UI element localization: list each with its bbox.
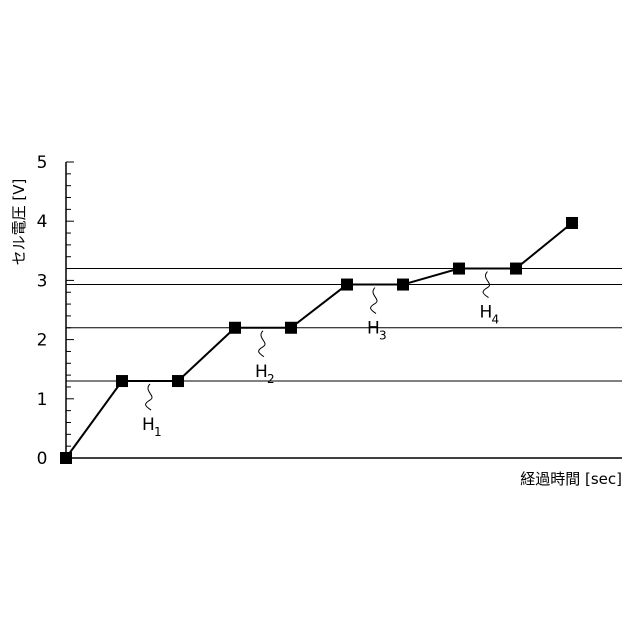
data-point-1 [60,452,72,464]
data-point-3 [172,375,184,387]
plateau-annotations: H1H2H3H4 [142,272,499,439]
annotation-label-4: H [480,303,493,323]
x-axis-label: 経過時間 [sec] [520,470,622,488]
data-point-9 [510,263,522,275]
annotation-label-3: H [367,319,380,339]
data-point-4 [229,322,241,334]
y-tick-label: 5 [37,153,48,173]
annotation-leader-2 [259,331,265,357]
annotation-leader-3 [371,288,377,314]
annotation-subscript-4: 4 [492,313,500,327]
axes [66,162,622,458]
data-series [60,217,578,464]
annotation-leader-1 [146,384,152,410]
y-tick-label: 3 [37,271,48,291]
annotation-label-2: H [255,362,268,382]
annotation-subscript-3: 3 [379,329,387,343]
y-tick-label: 2 [37,331,48,351]
data-point-5 [285,322,297,334]
y-ticks: 0 1 2 3 4 5 [37,153,74,469]
annotation-subscript-1: 1 [154,425,162,439]
data-point-6 [341,279,353,291]
annotation-subscript-2: 2 [267,372,275,386]
y-tick-label: 0 [37,449,48,469]
y-axis-label: セル電圧 [V] [10,179,28,266]
annotation-label-1: H [142,415,155,435]
data-point-8 [453,263,465,275]
data-point-7 [397,279,409,291]
data-point-2 [116,375,128,387]
data-point-10 [566,217,578,229]
y-tick-label: 4 [37,212,48,232]
y-tick-label: 1 [37,390,48,410]
